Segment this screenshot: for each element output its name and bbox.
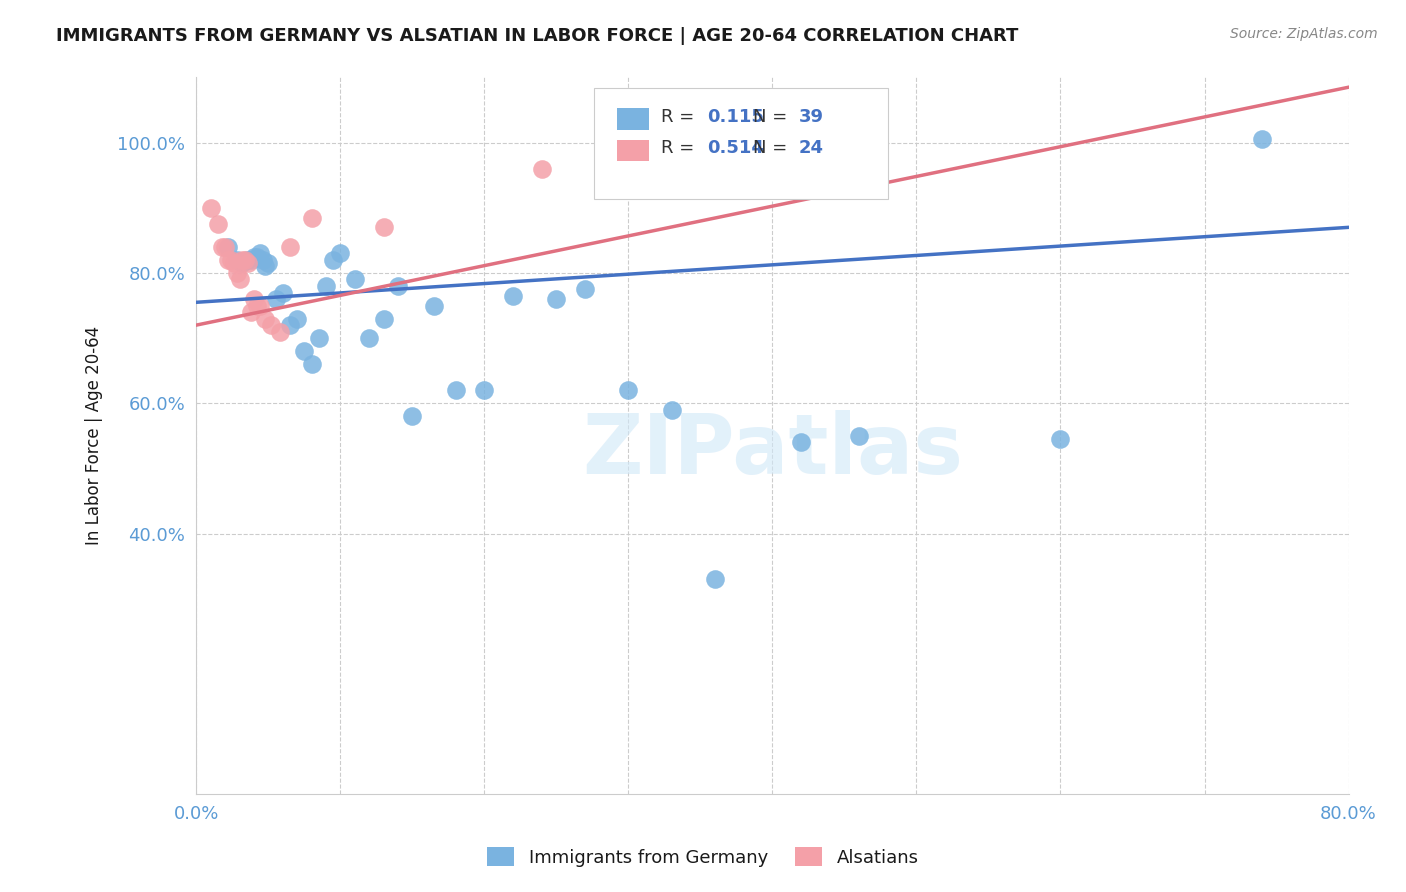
Point [848,429,870,443]
Point [285,311,308,326]
Point [373,220,395,235]
Point [211,240,233,254]
Point [225,252,247,267]
Point [292,344,315,359]
Point [387,279,409,293]
Point [343,272,366,286]
Text: 39: 39 [799,108,824,126]
Point [315,279,337,293]
Point [217,252,239,267]
Point [269,325,291,339]
Point [271,285,294,300]
Point [236,256,259,270]
Text: N =: N = [752,108,793,126]
Point [200,201,222,215]
Point [260,318,283,332]
Point [790,435,813,450]
Point [219,252,242,267]
Point [617,384,640,398]
Point [444,384,467,398]
Text: N =: N = [752,139,793,157]
Point [207,217,229,231]
Text: 24: 24 [799,139,824,157]
Point [254,260,277,274]
Text: 0.514: 0.514 [707,139,763,157]
Text: Source: ZipAtlas.com: Source: ZipAtlas.com [1230,27,1378,41]
Point [264,292,287,306]
Point [246,250,269,264]
Point [233,252,256,267]
Point [401,409,423,424]
Y-axis label: In Labor Force | Age 20-64: In Labor Force | Age 20-64 [86,326,103,546]
FancyBboxPatch shape [617,140,650,161]
Point [240,252,263,267]
Point [225,266,247,280]
Point [530,161,553,176]
Point [278,240,301,254]
Text: R =: R = [661,139,700,157]
Point [243,250,266,264]
FancyBboxPatch shape [617,108,650,129]
Point [249,299,271,313]
Point [243,292,266,306]
Legend: Immigrants from Germany, Alsatians: Immigrants from Germany, Alsatians [479,840,927,874]
Point [740,181,762,195]
Point [1251,132,1274,146]
Point [235,252,257,267]
Point [257,256,280,270]
Point [574,282,596,296]
Point [249,246,271,260]
Point [252,252,274,267]
Point [703,572,725,586]
Point [359,331,381,345]
Point [1049,432,1071,446]
Text: ZIPatlas: ZIPatlas [582,409,963,491]
Point [502,289,524,303]
FancyBboxPatch shape [593,88,887,199]
Point [222,256,245,270]
Point [546,292,568,306]
Point [228,272,250,286]
Point [322,252,344,267]
Point [661,402,683,417]
Point [231,256,253,270]
Text: IMMIGRANTS FROM GERMANY VS ALSATIAN IN LABOR FORCE | AGE 20-64 CORRELATION CHART: IMMIGRANTS FROM GERMANY VS ALSATIAN IN L… [56,27,1018,45]
Point [373,311,395,326]
Point [240,305,263,319]
Point [246,299,269,313]
Point [301,357,323,371]
Text: R =: R = [661,108,700,126]
Point [423,299,446,313]
Point [329,246,352,260]
Text: 0.115: 0.115 [707,108,763,126]
Point [308,331,330,345]
Point [217,240,239,254]
Point [254,311,277,326]
Point [472,384,495,398]
Point [301,211,323,225]
Point [231,252,253,267]
Point [278,318,301,332]
Point [214,240,236,254]
